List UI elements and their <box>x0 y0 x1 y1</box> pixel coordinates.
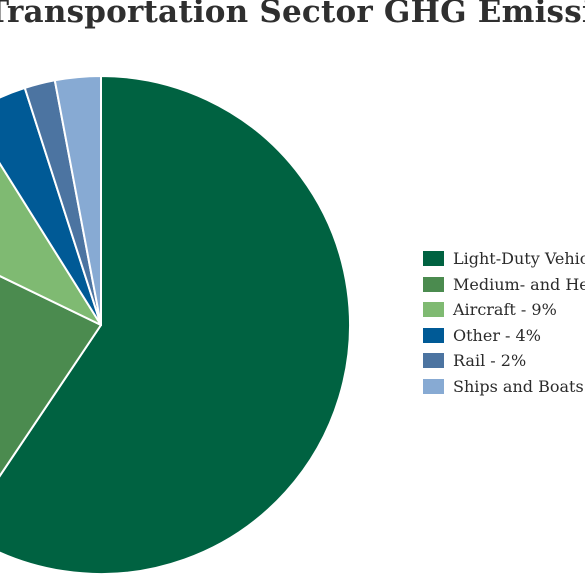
chart-title: Transportation Sector GHG Emissions by S… <box>0 0 585 30</box>
legend-swatch <box>423 378 444 394</box>
legend-swatch <box>423 327 444 343</box>
legend-swatch <box>423 302 444 318</box>
legend-item-3: Aircraft - 9% <box>423 297 585 323</box>
pie-slice-2 <box>0 274 102 478</box>
legend-item-6: Ships and Boats - 3% <box>423 374 585 400</box>
pie-slice-1 <box>0 75 351 575</box>
legend-item-5: Rail - 2% <box>423 348 585 374</box>
legend-label: Ships and Boats - 3% <box>453 376 585 396</box>
legend-item-1: Light-Duty Vehicles - 60% <box>423 246 585 272</box>
legend-label: Rail - 2% <box>453 351 527 371</box>
legend-swatch <box>423 251 444 267</box>
legend-label: Other - 4% <box>453 325 541 345</box>
legend-label: Light-Duty Vehicles - 60% <box>453 249 585 269</box>
pie-slice-6 <box>53 75 102 326</box>
legend-label: Aircraft - 9% <box>453 300 557 320</box>
legend-item-4: Other - 4% <box>423 323 585 349</box>
legend-item-2: Medium- and Heavy-Duty Trucks - 23% <box>423 272 585 298</box>
legend-swatch <box>423 353 444 369</box>
legend-swatch <box>423 276 444 292</box>
chart-legend: Light-Duty Vehicles - 60% Medium- and Hea… <box>423 246 585 399</box>
legend-label: Medium- and Heavy-Duty Trucks - 23% <box>453 274 585 294</box>
